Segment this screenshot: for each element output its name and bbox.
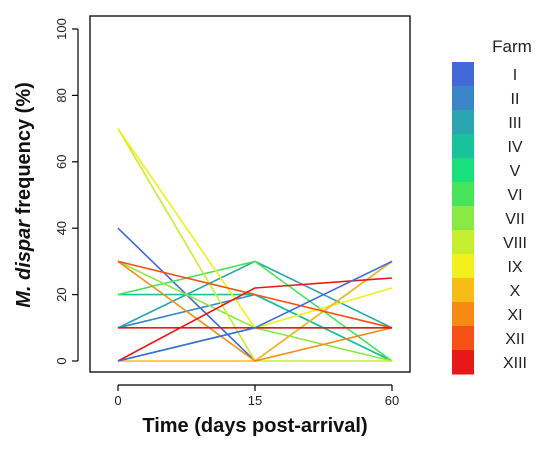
- y-axis-title-italic: M. dispar: [13, 219, 35, 308]
- legend-swatch: [452, 230, 474, 255]
- legend-swatch: [452, 182, 474, 207]
- y-tick-label: 60: [54, 155, 69, 169]
- y-tick-label: 20: [54, 287, 69, 301]
- legend-label: IX: [507, 259, 522, 276]
- legend-label: IV: [507, 139, 522, 156]
- y-tick-label: 100: [54, 18, 69, 40]
- legend-label: III: [508, 115, 521, 132]
- legend-swatch: [452, 326, 474, 351]
- series-line-x: [118, 260, 393, 362]
- series-line-ix: [117, 128, 393, 329]
- legend-swatch: [452, 206, 474, 231]
- legend-swatch: [452, 62, 474, 87]
- legend-label: XII: [505, 331, 525, 348]
- legend-swatch: [452, 278, 474, 303]
- y-axis-title: M. dispar frequency (%): [13, 82, 35, 308]
- x-axis-title: Time (days post-arrival): [142, 415, 367, 437]
- x-axis: 0 15 60: [114, 384, 399, 408]
- series-line-xiii: [117, 277, 393, 362]
- series-line-viii: [117, 128, 392, 362]
- legend-label: VIII: [503, 235, 527, 252]
- legend-label: V: [510, 163, 521, 180]
- legend-label: II: [511, 91, 520, 108]
- legend-swatch: [452, 302, 474, 327]
- series-line-xii: [117, 260, 393, 329]
- legend-label: VI: [507, 187, 522, 204]
- series-line-v: [117, 326, 392, 362]
- series-lines: [117, 128, 393, 362]
- legend-swatch: [452, 254, 474, 279]
- legend-swatch: [452, 158, 474, 183]
- plot-frame: [89, 15, 411, 373]
- series-line-extra-2: [117, 260, 393, 362]
- legend-swatch: [452, 350, 474, 375]
- legend-label: X: [510, 283, 521, 300]
- legend-label: XIII: [503, 355, 527, 372]
- y-axis: 0 20 40 60 80 100: [54, 18, 79, 365]
- series-line-vi: [117, 260, 393, 362]
- legend-swatch: [452, 134, 474, 159]
- y-tick-label: 0: [54, 357, 69, 364]
- x-tick-label: 0: [114, 393, 121, 408]
- series-line-vii: [117, 260, 393, 362]
- legend-label: VII: [505, 211, 525, 228]
- y-axis-title-rest: frequency (%): [13, 82, 35, 220]
- legend-label: I: [513, 67, 517, 84]
- x-tick-label: 60: [385, 393, 399, 408]
- legend-swatch: [452, 86, 474, 111]
- legend-label: XI: [507, 307, 522, 324]
- series-line-xi: [117, 260, 393, 362]
- y-tick-label: 80: [54, 88, 69, 102]
- x-tick-label: 15: [248, 393, 262, 408]
- legend-swatch: [452, 110, 474, 135]
- legend-title: Farm: [492, 37, 532, 56]
- y-tick-label: 40: [54, 221, 69, 235]
